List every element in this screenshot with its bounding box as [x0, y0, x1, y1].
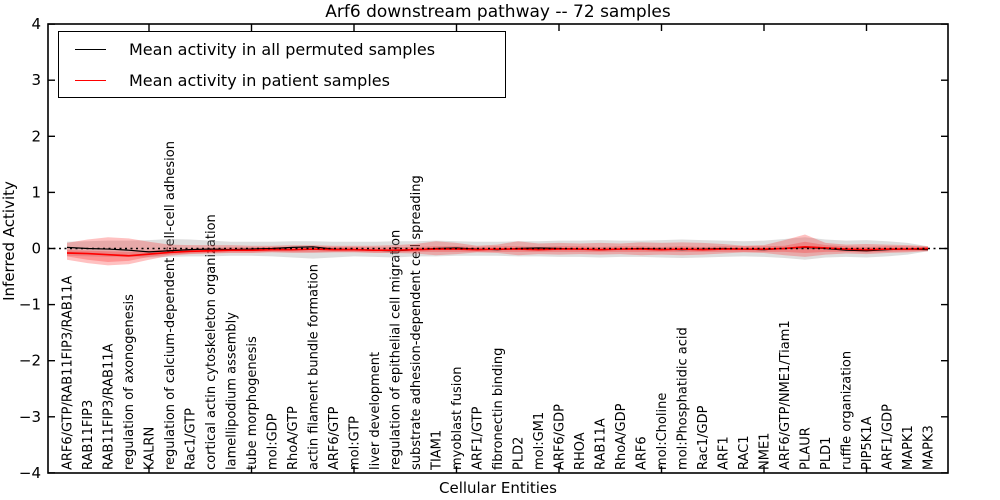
x-tick-label: NME1: [758, 433, 773, 470]
y-tick-label: 0: [31, 240, 41, 258]
x-tick-label: RhoA/GDP: [614, 403, 629, 470]
x-tick-label: ARF6: [635, 436, 650, 470]
x-tick-label: mol:Phosphatidic acid: [676, 327, 691, 470]
x-tick-label: mol:GM1: [532, 412, 547, 470]
legend-line-swatch: [75, 48, 106, 50]
x-tick-label: substrate adhesion-dependent cell spread…: [409, 175, 424, 470]
y-tick-label: −1: [19, 296, 41, 314]
x-tick-label: PLAUR: [799, 427, 814, 470]
x-tick-label: regulation of epithelial cell migration: [389, 230, 404, 470]
patient-samples-range-inner-band: [67, 241, 928, 262]
x-tick-label: Rac1/GTP: [184, 408, 199, 470]
x-tick-label: PLD2: [512, 437, 527, 470]
x-tick-label: mol:Choline: [655, 393, 670, 470]
x-tick-label: RAB11A: [594, 418, 609, 470]
y-tick-label: 3: [31, 71, 41, 89]
y-tick-label: 1: [31, 183, 41, 201]
x-tick-label: RAB11FIP3/RAB11A: [102, 343, 117, 470]
x-tick-label: PIP5K1A: [860, 416, 875, 470]
x-axis-label: Cellular Entities: [439, 479, 557, 497]
x-tick-label: ARF6/GTP/NME1/Tiam1: [778, 320, 793, 470]
x-tick-label: KALRN: [143, 427, 158, 470]
legend-line-swatch: [75, 79, 106, 81]
x-tick-label: MAPK1: [901, 425, 916, 470]
legend-item: Mean activity in patient samples: [59, 65, 505, 96]
x-tick-label: ARF6/GTP/RAB11FIP3/RAB11A: [61, 276, 76, 470]
legend-item-label: Mean activity in patient samples: [129, 70, 390, 90]
x-tick-label: RHOA: [573, 432, 588, 470]
y-tick-label: 2: [31, 127, 41, 145]
x-tick-label: RAC1: [737, 435, 752, 470]
y-tick-label: −2: [19, 352, 41, 370]
legend: Mean activity in all permuted samples Mea…: [58, 31, 506, 98]
x-tick-label: PLD1: [819, 437, 834, 470]
x-tick-label: fibronectin binding: [491, 348, 506, 470]
legend-item-label: Mean activity in all permuted samples: [129, 39, 436, 59]
x-tick-label: mol:GTP: [348, 416, 363, 470]
x-tick-label: regulation of calcium-dependent cell-cel…: [163, 141, 178, 470]
x-tick-label: ARF1/GDP: [881, 404, 896, 470]
y-axis-label: Inferred Activity: [0, 181, 18, 301]
x-tick-label: cortical actin cytoskeleton organization: [204, 214, 219, 470]
x-tick-label: lamellipodium assembly: [225, 312, 240, 470]
x-tick-label: ARF1: [717, 436, 732, 470]
x-tick-label: MAPK3: [922, 425, 937, 470]
x-tick-label: liver development: [368, 352, 383, 470]
patient-mean-line: [66, 245, 929, 257]
x-tick-label: actin filament bundle formation: [307, 264, 322, 470]
x-tick-label: mol:GDP: [266, 413, 281, 470]
legend-item: Mean activity in all permuted samples: [59, 34, 505, 65]
chart-title: Arf6 downstream pathway -- 72 samples: [325, 2, 671, 22]
x-tick-label: tube morphogenesis: [245, 336, 260, 470]
x-tick-label: TIAM1: [430, 430, 445, 471]
x-tick-label: ARF6/GTP: [327, 406, 342, 470]
x-tick-label: myoblast fusion: [450, 366, 465, 470]
x-tick-label: ruffle organization: [840, 351, 855, 470]
x-tick-label: RhoA/GTP: [286, 406, 301, 470]
x-tick-label: regulation of axonogenesis: [122, 294, 137, 470]
x-tick-label: ARF1/GTP: [471, 406, 486, 470]
x-tick-label: RAB11FIP3: [81, 400, 96, 470]
y-tick-label: −4: [19, 464, 41, 482]
x-tick-label: ARF6/GDP: [553, 404, 568, 470]
y-tick-label: 4: [31, 15, 41, 33]
y-tick-label: −3: [19, 408, 41, 426]
x-tick-label: Rac1/GDP: [696, 405, 711, 470]
